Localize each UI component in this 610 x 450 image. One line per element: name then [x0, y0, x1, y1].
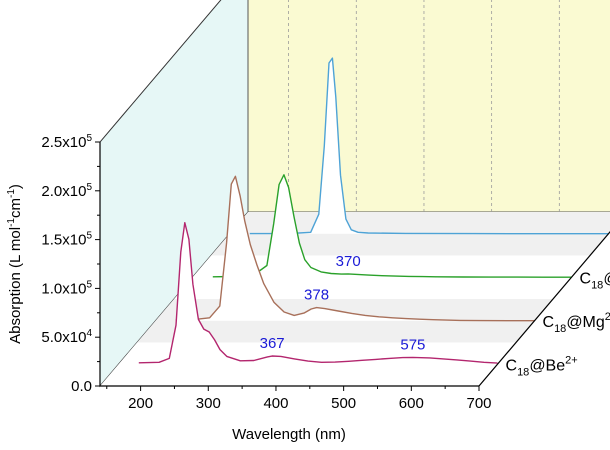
axes [95, 141, 610, 391]
series-line-C18 [249, 57, 609, 235]
y-tick-label: 1.0x105 [41, 279, 92, 297]
y-tick-label: 2.5x105 [41, 133, 92, 151]
z-axis-line [478, 231, 610, 387]
x-tick-label: 300 [196, 395, 221, 412]
series-label-C18@Ca2+: C18@Ca2+ [580, 267, 610, 291]
series-fill-C18@Ca2+ [212, 174, 572, 278]
peak-annotation: 575 [400, 336, 425, 353]
x-axis-title: Wavelength (nm) [232, 426, 346, 443]
y-tick-label: 1.5x105 [41, 231, 92, 249]
peak-annotation: 378 [304, 287, 329, 304]
series-fill-C18@Be2+ [138, 222, 498, 365]
x-tick-label: 200 [128, 395, 153, 412]
x-tick-label: 700 [466, 395, 491, 412]
peak-annotation: 370 [336, 253, 361, 270]
y-axis-title: Absorption (L mol-1cm-1) [6, 184, 24, 344]
series-layer [138, 57, 609, 365]
peak-annotation: 367 [260, 335, 285, 352]
series-line-C18@Ca2+ [212, 174, 572, 278]
y-tick-label: 0.0 [71, 378, 92, 395]
labels: 200 300 400 500 600 700 0.0 5.0x104 1.0x105 1.5x1… [6, 133, 610, 443]
series-line-C18@Be2+ [138, 221, 498, 364]
series-fill-C18 [249, 58, 609, 234]
x-tick-label: 600 [399, 395, 424, 412]
series-label-C18@Mg2+: C18@Mg2+ [543, 311, 610, 335]
y-tick-label: 5.0x104 [41, 328, 92, 346]
x-tick-label: 400 [263, 395, 288, 412]
series-line-C18@Mg2+ [175, 175, 535, 322]
series-label-C18@Be2+: C18@Be2+ [506, 354, 578, 378]
back-wall [247, 0, 610, 213]
series-fill-C18@Mg2+ [175, 176, 535, 321]
y-tick-label: 2.0x105 [41, 182, 92, 200]
x-tick-label: 500 [331, 395, 356, 412]
